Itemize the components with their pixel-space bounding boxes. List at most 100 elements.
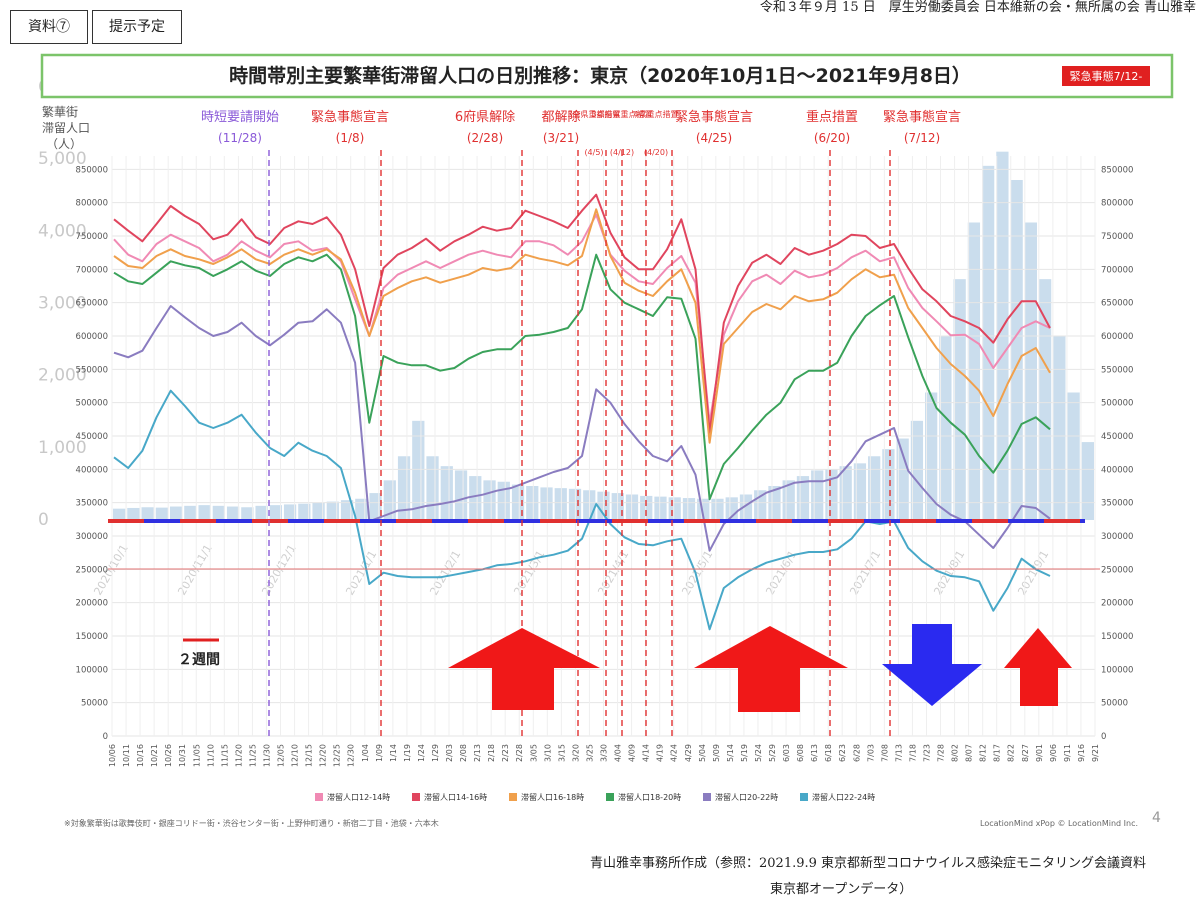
xtick-label: 5/04 (698, 744, 707, 762)
xtick-label: 12/05 (277, 744, 286, 767)
event-date: (4/12) (610, 148, 634, 157)
event-label: 緊急事態宣言 (311, 109, 389, 125)
axis-layer: 850000 850000 800000 800000 750000 750000 7000… (76, 165, 1134, 767)
bg-bar (241, 507, 254, 520)
xtick-label: 12/30 (347, 744, 356, 767)
ytick-label-right: 0 (1101, 732, 1106, 742)
bg-bar (668, 497, 681, 520)
legend-label: 滞留人口18-20時 (618, 792, 681, 802)
bg-bar (369, 493, 382, 520)
xtick-label: 6/18 (824, 744, 833, 762)
ytick-label-left: 350000 (76, 499, 108, 509)
bg-ytick-label: 1,000 (38, 438, 87, 458)
xtick-label: 2/18 (487, 744, 496, 762)
up-arrow-red-1 (448, 628, 600, 710)
series-line-4 (113, 305, 1051, 552)
event-label: 都解除 (541, 110, 580, 125)
xtick-label: 2/23 (501, 744, 510, 762)
xtick-label: 2/28 (515, 744, 524, 762)
bg-bar (298, 503, 311, 520)
bg-bar (198, 505, 211, 520)
xtick-label: 11/20 (234, 744, 243, 767)
event-date: (4/20) (644, 148, 668, 157)
legend-label: 滞留人口20-22時 (715, 792, 778, 802)
event-date: (4/25) (696, 131, 732, 145)
bg-ytick-label: 4,000 (38, 221, 87, 241)
target-note: ※対象繁華街は歌舞伎町・銀座コリドー街・渋谷センター街・上野仲町通り・新宿二丁目… (64, 818, 439, 828)
legend-swatch (412, 793, 420, 801)
bg-bar (155, 507, 168, 520)
ytick-label-right: 800000 (1101, 199, 1133, 209)
doc-tag-shiryo: 資料⑦ (10, 10, 88, 44)
xtick-label: 12/15 (305, 744, 314, 767)
bg-bar (169, 506, 183, 520)
xtick-label: 1/04 (361, 744, 370, 762)
bg-bar (640, 495, 653, 520)
bg-bar (312, 503, 325, 520)
legend-label: 滞留人口22-24時 (812, 792, 875, 802)
bg-bar (1010, 180, 1023, 520)
xtick-label: 7/28 (937, 744, 946, 762)
event-date: (1/8) (336, 131, 365, 145)
event-label: 4県重点措置 (633, 109, 678, 119)
ytick-label-left: 200000 (76, 599, 108, 609)
ytick-label-right: 200000 (1101, 599, 1133, 609)
bg-bar (896, 438, 909, 520)
emergency-badge (1062, 66, 1150, 86)
series-line-0 (113, 213, 1051, 424)
two-weeks-label: ２週間 (178, 652, 220, 668)
bg-bar (212, 505, 225, 520)
xtick-label: 3/15 (557, 744, 566, 762)
down-arrow-blue (882, 624, 982, 706)
xtick-label: 11/05 (192, 744, 201, 767)
bg-bar (953, 279, 966, 520)
bg-bar (226, 506, 240, 520)
xtick-label: 9/01 (1035, 744, 1044, 762)
xtick-label: 4/19 (656, 744, 665, 762)
xtick-label: 6/28 (852, 744, 861, 762)
xtick-label: 1/29 (431, 744, 440, 762)
bg-ytick-label: 0 (38, 510, 49, 530)
ytick-label-right: 850000 (1101, 165, 1133, 175)
ytick-label-left: 700000 (76, 265, 108, 275)
xtick-label: 8/07 (965, 744, 974, 762)
xtick-label: 8/22 (1007, 744, 1016, 762)
xtick-label: 6/13 (810, 744, 819, 762)
ytick-label-right: 600000 (1101, 332, 1133, 342)
ytick-label-left: 500000 (76, 399, 108, 409)
ytick-label-left: 550000 (76, 365, 108, 375)
up-arrow-red-2 (694, 626, 848, 712)
ytick-label-right: 450000 (1101, 432, 1133, 442)
event-date: (6/20) (814, 131, 850, 145)
xtick-label: 8/12 (979, 744, 988, 762)
ytick-label-left: 650000 (76, 299, 108, 309)
bg-bar (127, 507, 140, 520)
bg-bar (739, 494, 753, 520)
xtick-label: 4/14 (642, 744, 651, 762)
xtick-label: 10/26 (164, 744, 173, 767)
legend-swatch (703, 793, 711, 801)
bg-bar (1053, 335, 1066, 520)
bg-bar (355, 498, 368, 520)
bg-bar (113, 508, 126, 520)
event-date: (2/28) (467, 131, 503, 145)
ytick-label-right: 300000 (1101, 532, 1133, 542)
legend-swatch (800, 793, 808, 801)
xtick-label: 3/30 (600, 744, 609, 762)
ytick-label-right: 100000 (1101, 665, 1133, 675)
bg-bar (483, 480, 496, 520)
xtick-label: 11/10 (206, 744, 215, 767)
bg-bar (283, 504, 297, 520)
event-date: (4/5) (584, 148, 603, 157)
legend-label: 滞留人口16-18時 (521, 792, 584, 802)
ytick-label-left: 250000 (76, 565, 108, 575)
bg-bar (255, 505, 268, 520)
xtick-label: 4/09 (628, 744, 637, 762)
xtick-label: 9/21 (1091, 744, 1100, 762)
xtick-label: 1/14 (389, 744, 398, 762)
xtick-label: 12/25 (333, 744, 342, 767)
xtick-label: 7/08 (880, 744, 889, 762)
bg-bar (1067, 392, 1080, 520)
xtick-label: 10/06 (108, 744, 117, 767)
bg-bar (340, 500, 354, 520)
